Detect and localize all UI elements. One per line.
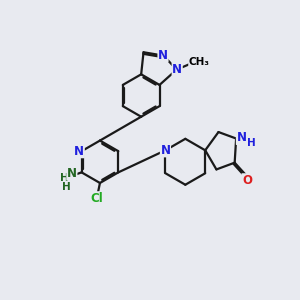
Text: N: N <box>158 49 168 62</box>
Text: N: N <box>172 62 182 76</box>
Text: N: N <box>74 145 84 158</box>
Text: N: N <box>160 144 170 157</box>
Text: N: N <box>67 167 77 180</box>
Text: Cl: Cl <box>90 192 103 205</box>
Text: CH₃: CH₃ <box>189 57 210 67</box>
Text: O: O <box>242 174 252 187</box>
Text: N: N <box>236 131 246 144</box>
Text: H: H <box>60 173 69 183</box>
Text: H: H <box>247 138 256 148</box>
Text: H: H <box>62 182 71 191</box>
